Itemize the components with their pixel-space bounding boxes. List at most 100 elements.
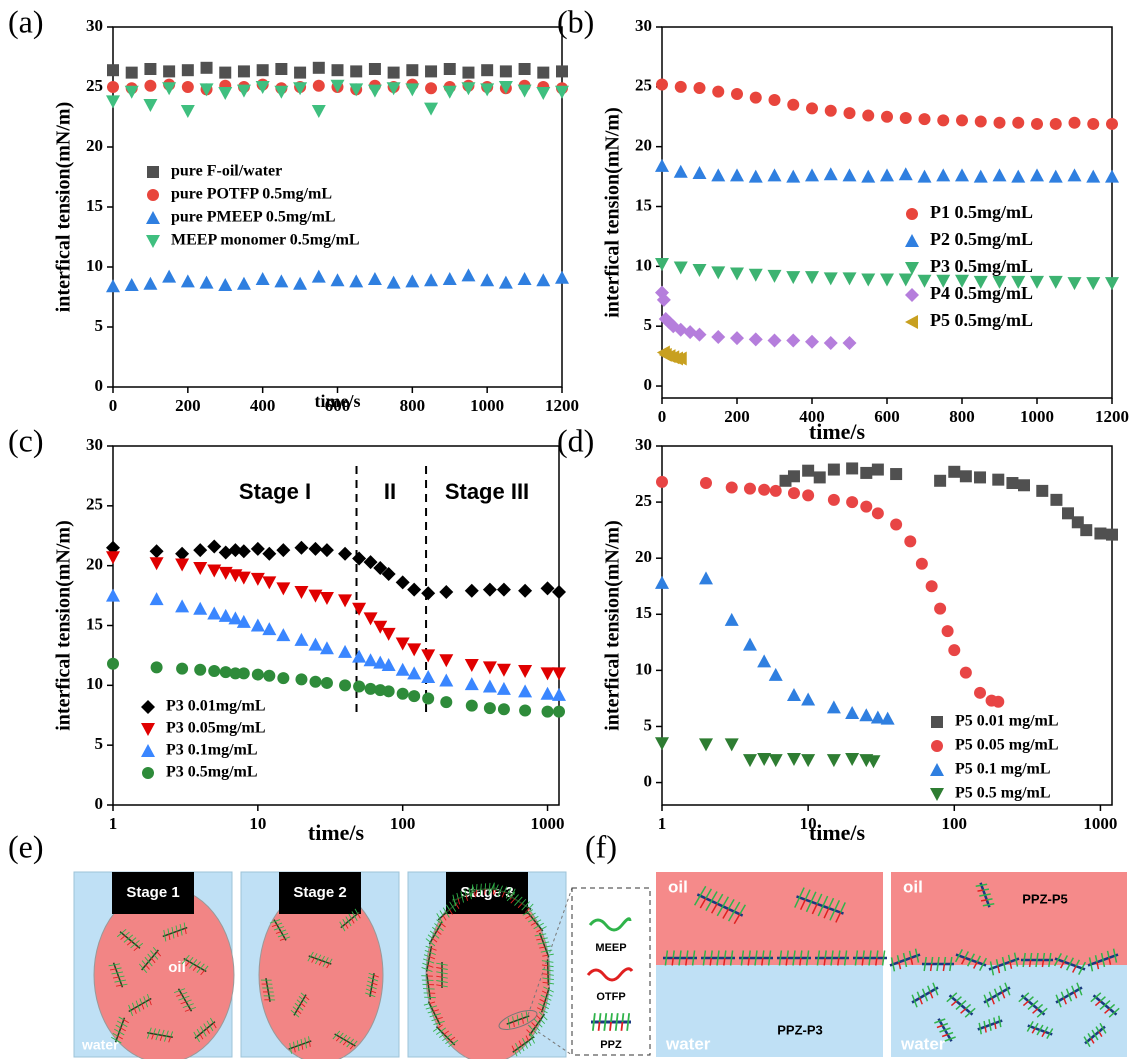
- side-chain: [531, 1038, 535, 1044]
- side-chain: [501, 891, 505, 898]
- marker: [339, 679, 352, 692]
- marker: [517, 272, 532, 285]
- marker: [194, 663, 207, 676]
- legend-label: MEEP: [595, 942, 626, 954]
- y-tick-label: 30: [635, 435, 652, 454]
- side-chain: [425, 1006, 432, 1010]
- side-chain: [128, 934, 134, 939]
- marker: [124, 278, 139, 291]
- side-chain: [429, 992, 436, 994]
- side-chain: [121, 1023, 128, 1028]
- side-chain: [1087, 1032, 1092, 1039]
- marker: [974, 471, 987, 484]
- side-chain: [200, 1026, 204, 1032]
- marker: [256, 64, 269, 77]
- side-chain: [491, 883, 495, 890]
- marker: [1087, 117, 1100, 130]
- side-chain: [271, 924, 278, 928]
- side-chain: [528, 1025, 534, 1031]
- polymer: [663, 950, 697, 966]
- marker: [368, 63, 381, 75]
- y-tick-label: 15: [635, 603, 652, 622]
- side-chain: [1041, 959, 1045, 968]
- side-chain: [469, 893, 472, 900]
- marker: [846, 462, 859, 475]
- backbone: [334, 1033, 356, 1047]
- marker: [937, 114, 950, 127]
- marker: [955, 168, 969, 182]
- side-chain: [944, 1027, 951, 1031]
- side-chain: [294, 1013, 300, 1018]
- f-panel: oil water PPZ-P3: [656, 872, 883, 1057]
- y-axis-title: interfical tension(mN/m): [53, 520, 75, 731]
- marker: [255, 272, 270, 285]
- side-chain: [367, 980, 373, 984]
- side-chain: [843, 957, 847, 966]
- marker: [843, 107, 856, 120]
- side-chain: [522, 912, 529, 916]
- marker: [993, 116, 1006, 129]
- polymer: [290, 992, 310, 1018]
- side-chain: [936, 963, 939, 972]
- marker: [674, 80, 687, 93]
- side-chain: [273, 927, 280, 931]
- marker: [711, 168, 726, 182]
- marker: [464, 583, 479, 598]
- side-chain: [614, 1021, 618, 1031]
- marker: [806, 102, 818, 115]
- plot-frame: [661, 445, 1113, 806]
- side-chain: [531, 1022, 536, 1027]
- backbone: [539, 932, 550, 958]
- marker: [439, 654, 454, 668]
- marker: [936, 274, 951, 288]
- side-chain: [1078, 988, 1083, 996]
- side-chain: [665, 950, 669, 959]
- marker: [656, 78, 668, 91]
- marker: [823, 335, 838, 350]
- marker: [482, 582, 497, 597]
- marker: [312, 61, 325, 74]
- side-chain: [739, 904, 747, 915]
- y-tick-label: 0: [95, 794, 104, 813]
- marker: [250, 618, 265, 632]
- marker: [845, 753, 860, 767]
- polymer: [146, 1027, 174, 1043]
- legend-label: PPZ: [600, 1039, 622, 1051]
- side-chain: [729, 957, 733, 966]
- side-chain: [528, 903, 534, 909]
- marker: [387, 66, 400, 79]
- marker: [540, 686, 555, 700]
- x-tick-label: 400: [799, 407, 825, 426]
- polymer: [954, 948, 988, 972]
- panel-label: (e): [8, 828, 44, 864]
- side-chain: [991, 997, 995, 1005]
- side-chain: [530, 912, 536, 917]
- marker: [805, 334, 819, 349]
- marker: [904, 535, 917, 548]
- side-chain: [1090, 964, 1094, 972]
- side-chain: [862, 950, 865, 959]
- marker: [381, 657, 396, 671]
- legend-marker: [905, 315, 918, 329]
- side-chain: [426, 969, 433, 973]
- side-chain: [1022, 959, 1025, 968]
- marker: [229, 667, 242, 680]
- side-chain: [941, 1033, 948, 1038]
- side-chain: [468, 887, 471, 894]
- side-chain: [540, 1019, 546, 1024]
- legend-marker: [930, 763, 944, 776]
- side-chain: [1100, 952, 1104, 961]
- side-chain: [421, 967, 428, 970]
- marker: [193, 601, 208, 615]
- side-chain: [438, 926, 444, 932]
- side-chain: [111, 1036, 117, 1041]
- marker: [655, 737, 669, 751]
- side-chain: [911, 994, 916, 1002]
- side-chain: [335, 1036, 341, 1042]
- side-chain: [145, 1001, 149, 1008]
- side-chain: [497, 890, 501, 897]
- legend-marker: [931, 716, 943, 728]
- backbone: [369, 973, 375, 997]
- polymer: [536, 986, 554, 1014]
- side-chain: [185, 999, 192, 1003]
